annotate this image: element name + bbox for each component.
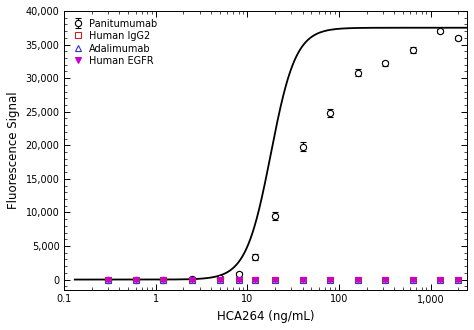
Legend: Panitumumab, Human IgG2, Adalimumab, Human EGFR: Panitumumab, Human IgG2, Adalimumab, Hum… <box>69 16 160 69</box>
X-axis label: HCA264 (ng/mL): HCA264 (ng/mL) <box>217 310 314 323</box>
Y-axis label: Fluorescence Signal: Fluorescence Signal <box>7 91 20 209</box>
